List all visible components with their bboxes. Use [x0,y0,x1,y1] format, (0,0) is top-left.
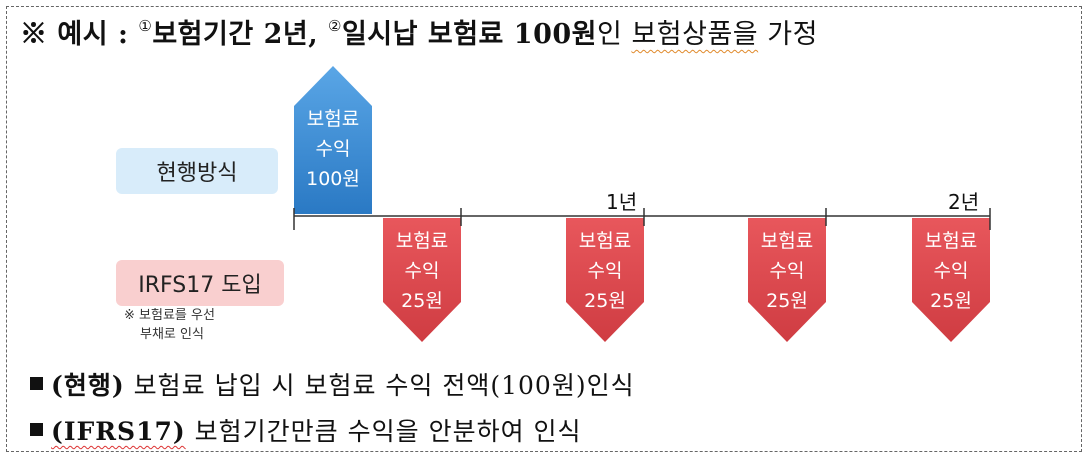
square-bullet-icon [30,377,43,390]
note-line-1: ※ 보험료를 우선 [124,308,215,323]
bullet-ifrs17-text: 보험기간만큼 수익을 안분하여 인식 [185,417,582,446]
header-part5: 가정 [758,19,818,50]
ifrs-arrow-4-line-2: 수익 [933,260,969,282]
ifrs-arrow-2-line-3: 25원 [584,290,626,312]
current-arrow-line-3: 100원 [306,168,360,190]
ifrs-arrow-4-line-3: 25원 [930,290,972,312]
header-part1: 보험기간 2년, [152,19,328,50]
ifrs-arrow-shape-1 [383,218,461,342]
tick-label-2y: 2년 [948,190,980,214]
dashed-frame [6,6,1082,452]
ifrs-arrow-text-4: 보험료 수익 25원 [909,226,993,316]
header-title: ※ 예시 : ①보험기간 2년, ②일시납 보험료 100원인 보험상품을 가정 [20,12,818,51]
bullet-current-bold: (현행) [51,371,125,400]
liability-note: ※ 보험료를 우선 부채로 인식 [124,306,215,344]
ifrs-arrow-3-line-3: 25원 [766,290,808,312]
bullet-ifrs17: (IFRS17) 보험기간만큼 수익을 안분하여 인식 [30,412,582,448]
ifrs-arrow-1-line-2: 수익 [404,260,440,282]
note-line-2: 부채로 인식 [140,327,204,342]
ifrs-arrow-shape-2 [566,218,644,342]
header-part3: 인 [597,19,632,50]
current-arrow-text: 보험료 수익 100원 [291,104,375,194]
ifrs-arrow-text-2: 보험료 수익 25원 [563,226,647,316]
bullet-current-text: 보험료 납입 시 보험료 수익 전액(100원)인식 [124,371,635,400]
bullet-current: (현행) 보험료 납입 시 보험료 수익 전액(100원)인식 [30,366,635,402]
ifrs-arrow-3-line-1: 보험료 [760,230,814,252]
ifrs-arrow-2-line-2: 수익 [587,260,623,282]
ifrs17-label: IRFS17 도입 [116,260,284,306]
square-bullet-icon [30,423,43,436]
ifrs-arrow-4-line-1: 보험료 [924,230,978,252]
marker-1: ① [138,17,153,35]
ifrs-arrow-shape-3 [748,218,826,342]
ifrs-arrow-text-1: 보험료 수익 25원 [380,226,464,316]
header-part2: 일시납 보험료 100원 [341,19,597,50]
ifrs-arrow-1-line-3: 25원 [401,290,443,312]
ifrs-arrow-1-line-1: 보험료 [395,230,449,252]
bullet-ifrs17-bold: (IFRS17) [51,417,186,446]
tick-label-1y: 1년 [606,190,638,214]
current-arrow-line-2: 수익 [315,138,351,160]
ifrs-arrow-2-line-1: 보험료 [578,230,632,252]
ifrs-arrow-shape-4 [912,218,990,342]
current-arrow-shape [294,66,372,214]
header-part4: 보험상품을 [631,19,759,50]
header-prefix: ※ 예시 : [20,19,139,50]
ifrs-arrow-3-line-2: 수익 [769,260,805,282]
current-arrow-line-1: 보험료 [306,108,360,130]
ifrs-arrow-text-3: 보험료 수익 25원 [745,226,829,316]
marker-2: ② [328,17,342,35]
current-method-label: 현행방식 [116,148,278,194]
